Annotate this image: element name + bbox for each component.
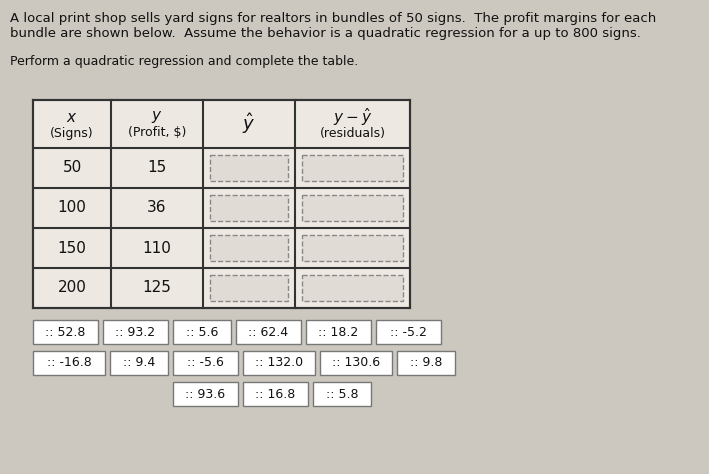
FancyBboxPatch shape — [210, 235, 288, 261]
FancyBboxPatch shape — [210, 275, 288, 301]
Text: :: 52.8: :: 52.8 — [45, 326, 86, 338]
Text: :: 5.8: :: 5.8 — [325, 388, 358, 401]
Text: 36: 36 — [147, 201, 167, 216]
Text: :: 62.4: :: 62.4 — [248, 326, 289, 338]
Bar — [313, 382, 371, 406]
Text: $x$: $x$ — [66, 109, 78, 125]
Text: :: 93.2: :: 93.2 — [116, 326, 155, 338]
Text: $y - \hat{y}$: $y - \hat{y}$ — [333, 106, 372, 128]
Text: $y$: $y$ — [151, 109, 163, 125]
Bar — [173, 382, 238, 406]
Bar — [173, 351, 238, 375]
Bar — [243, 382, 308, 406]
Text: :: -5.6: :: -5.6 — [187, 356, 224, 370]
Text: :: 130.6: :: 130.6 — [332, 356, 380, 370]
Bar — [103, 320, 168, 344]
FancyBboxPatch shape — [302, 195, 403, 221]
Text: :: 16.8: :: 16.8 — [255, 388, 296, 401]
Bar — [376, 320, 441, 344]
Bar — [33, 320, 98, 344]
Text: :: 9.8: :: 9.8 — [410, 356, 442, 370]
Text: $\hat{y}$: $\hat{y}$ — [242, 111, 256, 137]
Text: 100: 100 — [57, 201, 86, 216]
Text: :: 132.0: :: 132.0 — [255, 356, 303, 370]
Text: (Signs): (Signs) — [50, 127, 94, 139]
Text: :: 9.4: :: 9.4 — [123, 356, 155, 370]
Text: (residuals): (residuals) — [320, 127, 386, 139]
Text: :: 18.2: :: 18.2 — [318, 326, 359, 338]
Bar — [397, 351, 455, 375]
Bar — [33, 100, 410, 308]
FancyBboxPatch shape — [302, 155, 403, 181]
Text: 50: 50 — [62, 161, 82, 175]
Text: :: -5.2: :: -5.2 — [390, 326, 427, 338]
Text: 125: 125 — [143, 281, 172, 295]
Text: 200: 200 — [57, 281, 86, 295]
Bar — [243, 351, 315, 375]
Bar — [33, 351, 105, 375]
Text: (Profit, $): (Profit, $) — [128, 127, 186, 139]
Bar — [173, 320, 231, 344]
Bar — [236, 320, 301, 344]
Text: bundle are shown below.  Assume the behavior is a quadratic regression for a up : bundle are shown below. Assume the behav… — [10, 27, 641, 40]
FancyBboxPatch shape — [302, 235, 403, 261]
Text: 110: 110 — [143, 240, 172, 255]
FancyBboxPatch shape — [210, 155, 288, 181]
Text: Perform a quadratic regression and complete the table.: Perform a quadratic regression and compl… — [10, 55, 358, 68]
Text: :: 93.6: :: 93.6 — [186, 388, 225, 401]
Bar — [306, 320, 371, 344]
FancyBboxPatch shape — [302, 275, 403, 301]
Text: :: -16.8: :: -16.8 — [47, 356, 91, 370]
Text: 150: 150 — [57, 240, 86, 255]
Text: 15: 15 — [147, 161, 167, 175]
Text: :: 5.6: :: 5.6 — [186, 326, 218, 338]
FancyBboxPatch shape — [210, 195, 288, 221]
Bar — [320, 351, 392, 375]
Bar — [110, 351, 168, 375]
Text: A local print shop sells yard signs for realtors in bundles of 50 signs.  The pr: A local print shop sells yard signs for … — [10, 12, 657, 25]
